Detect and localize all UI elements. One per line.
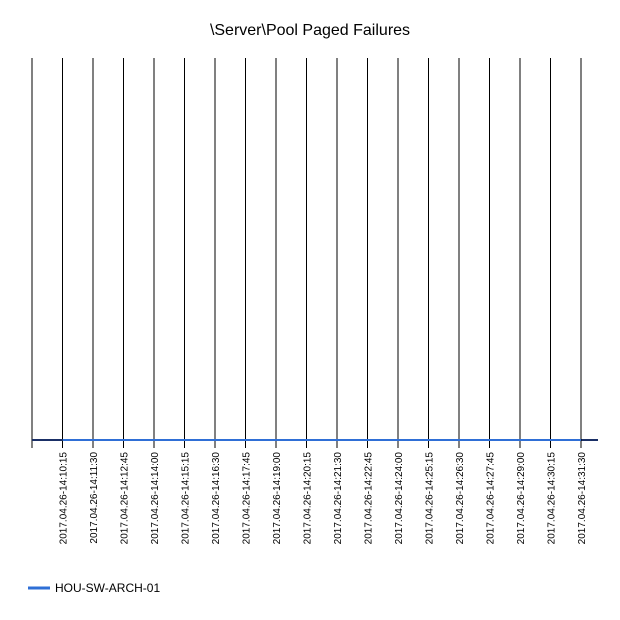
x-tick-label: 2017.04.26-14:15:15 <box>181 452 192 545</box>
x-tick-label: 2017.04.26-14:24:00 <box>394 452 405 545</box>
x-tick-label: 2017.04.26-14:29:00 <box>516 452 527 545</box>
x-tick-label: 2017.04.26-14:14:00 <box>150 452 161 545</box>
x-tick-label: 2017.04.26-14:27:45 <box>486 452 497 545</box>
x-tick-label: 2017.04.26-14:10:15 <box>59 452 70 545</box>
legend-label: HOU-SW-ARCH-01 <box>55 581 160 595</box>
x-tick-label: 2017.04.26-14:17:45 <box>242 452 253 545</box>
x-tick-label: 2017.04.26-14:21:30 <box>333 452 344 545</box>
x-tick-label: 2017.04.26-14:31:30 <box>577 452 588 545</box>
x-tick-label: 2017.04.26-14:12:45 <box>120 452 131 545</box>
x-tick-label: 2017.04.26-14:25:15 <box>425 452 436 545</box>
x-tick-label: 2017.04.26-14:19:00 <box>272 452 283 545</box>
x-tick-label: 2017.04.26-14:30:15 <box>547 452 558 545</box>
x-tick-label: 2017.04.26-14:11:30 <box>89 452 100 544</box>
chart-title: \Server\Pool Paged Failures <box>210 22 410 39</box>
x-tick-label: 2017.04.26-14:20:15 <box>303 452 314 545</box>
x-tick-label: 2017.04.26-14:26:30 <box>455 452 466 545</box>
x-tick-label: 2017.04.26-14:16:30 <box>211 452 222 545</box>
x-tick-label: 2017.04.26-14:22:45 <box>364 452 375 545</box>
